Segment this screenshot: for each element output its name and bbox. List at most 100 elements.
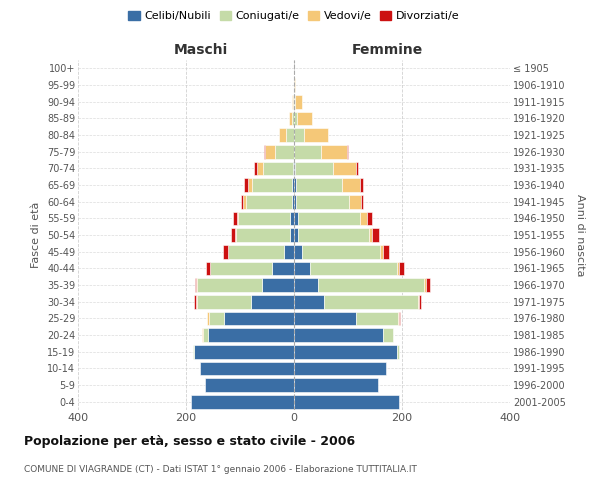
Bar <box>280 128 286 142</box>
Bar <box>380 245 383 258</box>
Bar <box>252 178 292 192</box>
Y-axis label: Fasce di età: Fasce di età <box>31 202 41 268</box>
Bar <box>298 228 368 242</box>
Bar <box>294 278 319 292</box>
Bar <box>243 195 246 208</box>
Bar <box>209 312 224 325</box>
Bar <box>227 245 284 258</box>
Bar <box>294 345 397 358</box>
Bar <box>246 195 292 208</box>
Bar <box>294 228 298 242</box>
Bar <box>319 278 424 292</box>
Bar <box>368 228 372 242</box>
Bar <box>248 178 252 192</box>
Bar <box>294 112 297 125</box>
Bar <box>296 178 341 192</box>
Bar <box>193 345 194 358</box>
Bar <box>231 228 235 242</box>
Bar <box>194 345 294 358</box>
Bar <box>292 95 293 108</box>
Legend: Celibi/Nubili, Coniugati/e, Vedovi/e, Divorziati/e: Celibi/Nubili, Coniugati/e, Vedovi/e, Di… <box>124 6 464 25</box>
Bar <box>205 378 294 392</box>
Bar <box>356 312 398 325</box>
Bar <box>286 128 294 142</box>
Bar <box>383 245 389 258</box>
Bar <box>397 345 399 358</box>
Bar <box>241 195 243 208</box>
Bar <box>292 195 294 208</box>
Bar <box>310 262 397 275</box>
Bar <box>367 212 372 225</box>
Bar <box>419 295 421 308</box>
Bar <box>257 162 263 175</box>
Text: Popolazione per età, sesso e stato civile - 2006: Popolazione per età, sesso e stato civil… <box>24 435 355 448</box>
Bar <box>290 228 294 242</box>
Bar <box>223 245 227 258</box>
Bar <box>272 262 294 275</box>
Bar <box>294 395 400 408</box>
Bar <box>347 145 348 158</box>
Bar <box>275 145 294 158</box>
Bar <box>235 228 236 242</box>
Bar <box>284 245 294 258</box>
Bar <box>294 245 302 258</box>
Bar <box>424 278 426 292</box>
Bar <box>294 212 298 225</box>
Bar <box>349 195 361 208</box>
Bar <box>296 195 349 208</box>
Bar <box>293 95 294 108</box>
Text: Femmine: Femmine <box>351 42 422 56</box>
Bar <box>251 295 294 308</box>
Bar <box>194 278 196 292</box>
Bar <box>418 295 419 308</box>
Bar <box>294 145 321 158</box>
Bar <box>238 212 290 225</box>
Bar <box>294 95 295 108</box>
Bar <box>294 178 296 192</box>
Bar <box>294 262 310 275</box>
Bar <box>244 178 248 192</box>
Bar <box>196 278 197 292</box>
Bar <box>294 195 296 208</box>
Bar <box>262 278 294 292</box>
Bar <box>197 295 251 308</box>
Text: Maschi: Maschi <box>174 42 228 56</box>
Bar <box>304 128 328 142</box>
Bar <box>236 228 290 242</box>
Bar <box>294 362 386 375</box>
Bar <box>397 262 400 275</box>
Bar <box>233 212 238 225</box>
Bar <box>297 112 313 125</box>
Bar <box>206 312 209 325</box>
Bar <box>292 178 294 192</box>
Bar <box>293 162 294 175</box>
Bar <box>224 312 294 325</box>
Bar <box>294 78 295 92</box>
Bar <box>263 162 293 175</box>
Bar <box>202 328 203 342</box>
Bar <box>295 162 333 175</box>
Bar <box>372 228 379 242</box>
Bar <box>298 212 361 225</box>
Bar <box>426 278 430 292</box>
Bar <box>361 178 362 192</box>
Bar <box>295 95 302 108</box>
Bar <box>294 128 304 142</box>
Bar <box>290 212 294 225</box>
Bar <box>294 378 378 392</box>
Bar <box>292 112 294 125</box>
Bar <box>294 328 383 342</box>
Bar <box>294 162 295 175</box>
Bar <box>321 145 347 158</box>
Bar <box>197 278 262 292</box>
Y-axis label: Anni di nascita: Anni di nascita <box>575 194 585 276</box>
Bar <box>208 328 294 342</box>
Bar <box>361 195 363 208</box>
Bar <box>398 312 400 325</box>
Bar <box>206 262 211 275</box>
Bar <box>302 245 380 258</box>
Bar <box>341 178 361 192</box>
Bar <box>191 395 294 408</box>
Bar <box>361 212 367 225</box>
Bar <box>400 262 404 275</box>
